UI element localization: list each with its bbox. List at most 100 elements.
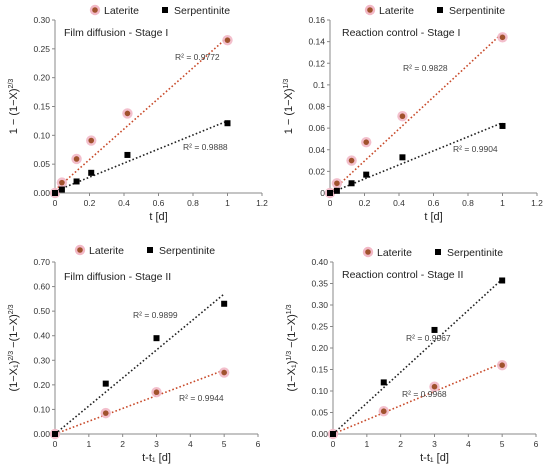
panel-title: Film diffusion - Stage I <box>64 27 168 39</box>
y-tick-label: 0.20 <box>33 380 50 390</box>
y-tick-label: 0.1 <box>313 80 325 90</box>
laterite-point <box>399 113 406 120</box>
laterite-point <box>224 37 231 43</box>
x-tick-label: 4 <box>188 439 193 449</box>
legend-laterite-marker <box>92 7 98 13</box>
x-axis-title: t-t₁ [d] <box>420 452 449 464</box>
x-tick-label: 0.4 <box>118 198 130 208</box>
laterite-r2-label: R² = 0.9968 <box>402 389 447 399</box>
y-tick-label: 0.15 <box>33 102 50 112</box>
serpentinite-point <box>348 180 355 187</box>
y-tick-label: 0.02 <box>308 166 325 176</box>
y-tick-label: 0.20 <box>311 343 328 353</box>
y-tick-label: 0.70 <box>33 257 50 267</box>
x-tick-label: 2 <box>120 439 125 449</box>
x-tick-label: 1 <box>364 439 369 449</box>
x-tick-label: 0 <box>331 439 336 449</box>
serpentinite-point <box>102 380 109 387</box>
y-tick-label: 0.40 <box>33 331 50 341</box>
serpentinite-point <box>52 190 58 196</box>
y-axis-title: (1−X₁)2/3​ −(1−X)2/3​ <box>8 304 20 391</box>
laterite-r2-label: R² = 0.9828 <box>403 63 448 73</box>
serpentinite-point <box>124 151 131 158</box>
laterite-point <box>499 362 505 369</box>
serpentinite-trendline <box>332 278 503 435</box>
y-tick-label: 0.05 <box>33 159 50 169</box>
y-tick-label: 0.16 <box>308 15 325 25</box>
panel-film-diffusion-stage-2: 0 1 2 3 4 5 6 0.00 0.10 0.20 0.30 0.40 0.50 0.60 0.70 t… <box>8 244 261 464</box>
laterite-point <box>102 410 109 416</box>
x-tick-label: 2 <box>398 439 403 449</box>
serpentinite-point <box>330 431 336 437</box>
x-tick-label: 0.6 <box>153 198 165 208</box>
legend-laterite-label: Laterite <box>89 245 124 257</box>
legend-serpentinite-label: Serpentinite <box>174 5 230 17</box>
legend-serpentinite-marker <box>435 249 441 255</box>
y-tick-label: 0.05 <box>311 408 328 418</box>
laterite-point <box>73 156 80 162</box>
x-tick-label: 1 <box>225 198 230 208</box>
legend-serpentinite-label: Serpentinite <box>159 245 215 257</box>
serpentinite-r2-label: R² = 0.9899 <box>133 310 178 320</box>
laterite-point <box>380 408 387 415</box>
laterite-r2-label: R² = 0.9944 <box>179 393 224 403</box>
x-tick-label: 0.8 <box>187 198 199 208</box>
serpentinite-r2-label: R² = 0.9967 <box>406 333 451 343</box>
y-tick-label: 0.06 <box>308 123 325 133</box>
x-tick-label: 5 <box>222 439 227 449</box>
legend-laterite-marker <box>367 7 373 13</box>
laterite-point <box>221 369 227 376</box>
laterite-point <box>153 389 160 396</box>
laterite-point <box>88 137 95 144</box>
y-tick-label: 0.04 <box>308 145 325 155</box>
y-tick-label: 0.00 <box>33 188 50 198</box>
y-tick-label: 0.10 <box>33 130 50 140</box>
x-tick-label: 1 <box>500 198 505 208</box>
y-tick-label: 0.30 <box>33 15 50 25</box>
serpentinite-point <box>58 186 65 193</box>
panel-reaction-control-stage-2: 0 1 2 3 4 5 6 0.00 0.05 0.10 0.15 0.20 0.25 0.30 0.35 0… <box>286 246 539 464</box>
x-tick-label: 0.2 <box>359 198 371 208</box>
legend-laterite-label: Laterite <box>379 5 414 17</box>
x-tick-label: 6 <box>256 439 261 449</box>
x-tick-label: 0.6 <box>428 198 440 208</box>
serpentinite-point <box>153 335 160 342</box>
serpentinite-point <box>499 122 506 129</box>
legend-serpentinite-marker <box>162 7 168 13</box>
x-tick-label: 1 <box>86 439 91 449</box>
x-tick-label: 0.2 <box>84 198 96 208</box>
serpentinite-point <box>88 169 95 176</box>
laterite-trendline <box>54 36 229 191</box>
x-tick-label: 3 <box>154 439 159 449</box>
legend-laterite-marker <box>365 249 371 255</box>
x-tick-label: 1.2 <box>256 198 268 208</box>
y-axis-title: 1 − (1−X)2/3​ <box>8 79 20 135</box>
y-tick-label: 0.00 <box>311 429 328 439</box>
laterite-r2-label: R² = 0.9772 <box>175 52 220 62</box>
y-axis-title: 1 − (1−X)1/3​ <box>283 79 295 135</box>
serpentinite-point <box>399 154 406 161</box>
panel-title: Film diffusion - Stage II <box>64 271 171 283</box>
serpentinite-point <box>73 178 80 185</box>
serpentinite-point <box>224 120 231 127</box>
y-tick-label: 0.30 <box>311 300 328 310</box>
y-tick-label: 0.25 <box>311 322 328 332</box>
x-tick-label: 0 <box>53 439 58 449</box>
legend-serpentinite-label: Serpentinite <box>447 247 503 259</box>
serpentinite-point <box>363 171 370 178</box>
serpentinite-point <box>431 326 438 333</box>
serpentinite-r2-label: R² = 0.9904 <box>453 144 498 154</box>
serpentinite-point <box>499 277 506 284</box>
legend-serpentinite-marker <box>437 7 443 13</box>
serpentinite-trendline <box>54 120 228 193</box>
legend-serpentinite-label: Serpentinite <box>449 5 505 17</box>
y-tick-label: 0.50 <box>33 306 50 316</box>
laterite-trendline <box>329 32 504 194</box>
x-tick-label: 0.8 <box>462 198 474 208</box>
x-tick-label: 4 <box>466 439 471 449</box>
legend-laterite-marker <box>77 247 83 253</box>
y-tick-label: 0.60 <box>33 282 50 292</box>
serpentinite-point <box>327 190 333 196</box>
x-tick-label: 5 <box>500 439 505 449</box>
laterite-point <box>59 179 65 186</box>
